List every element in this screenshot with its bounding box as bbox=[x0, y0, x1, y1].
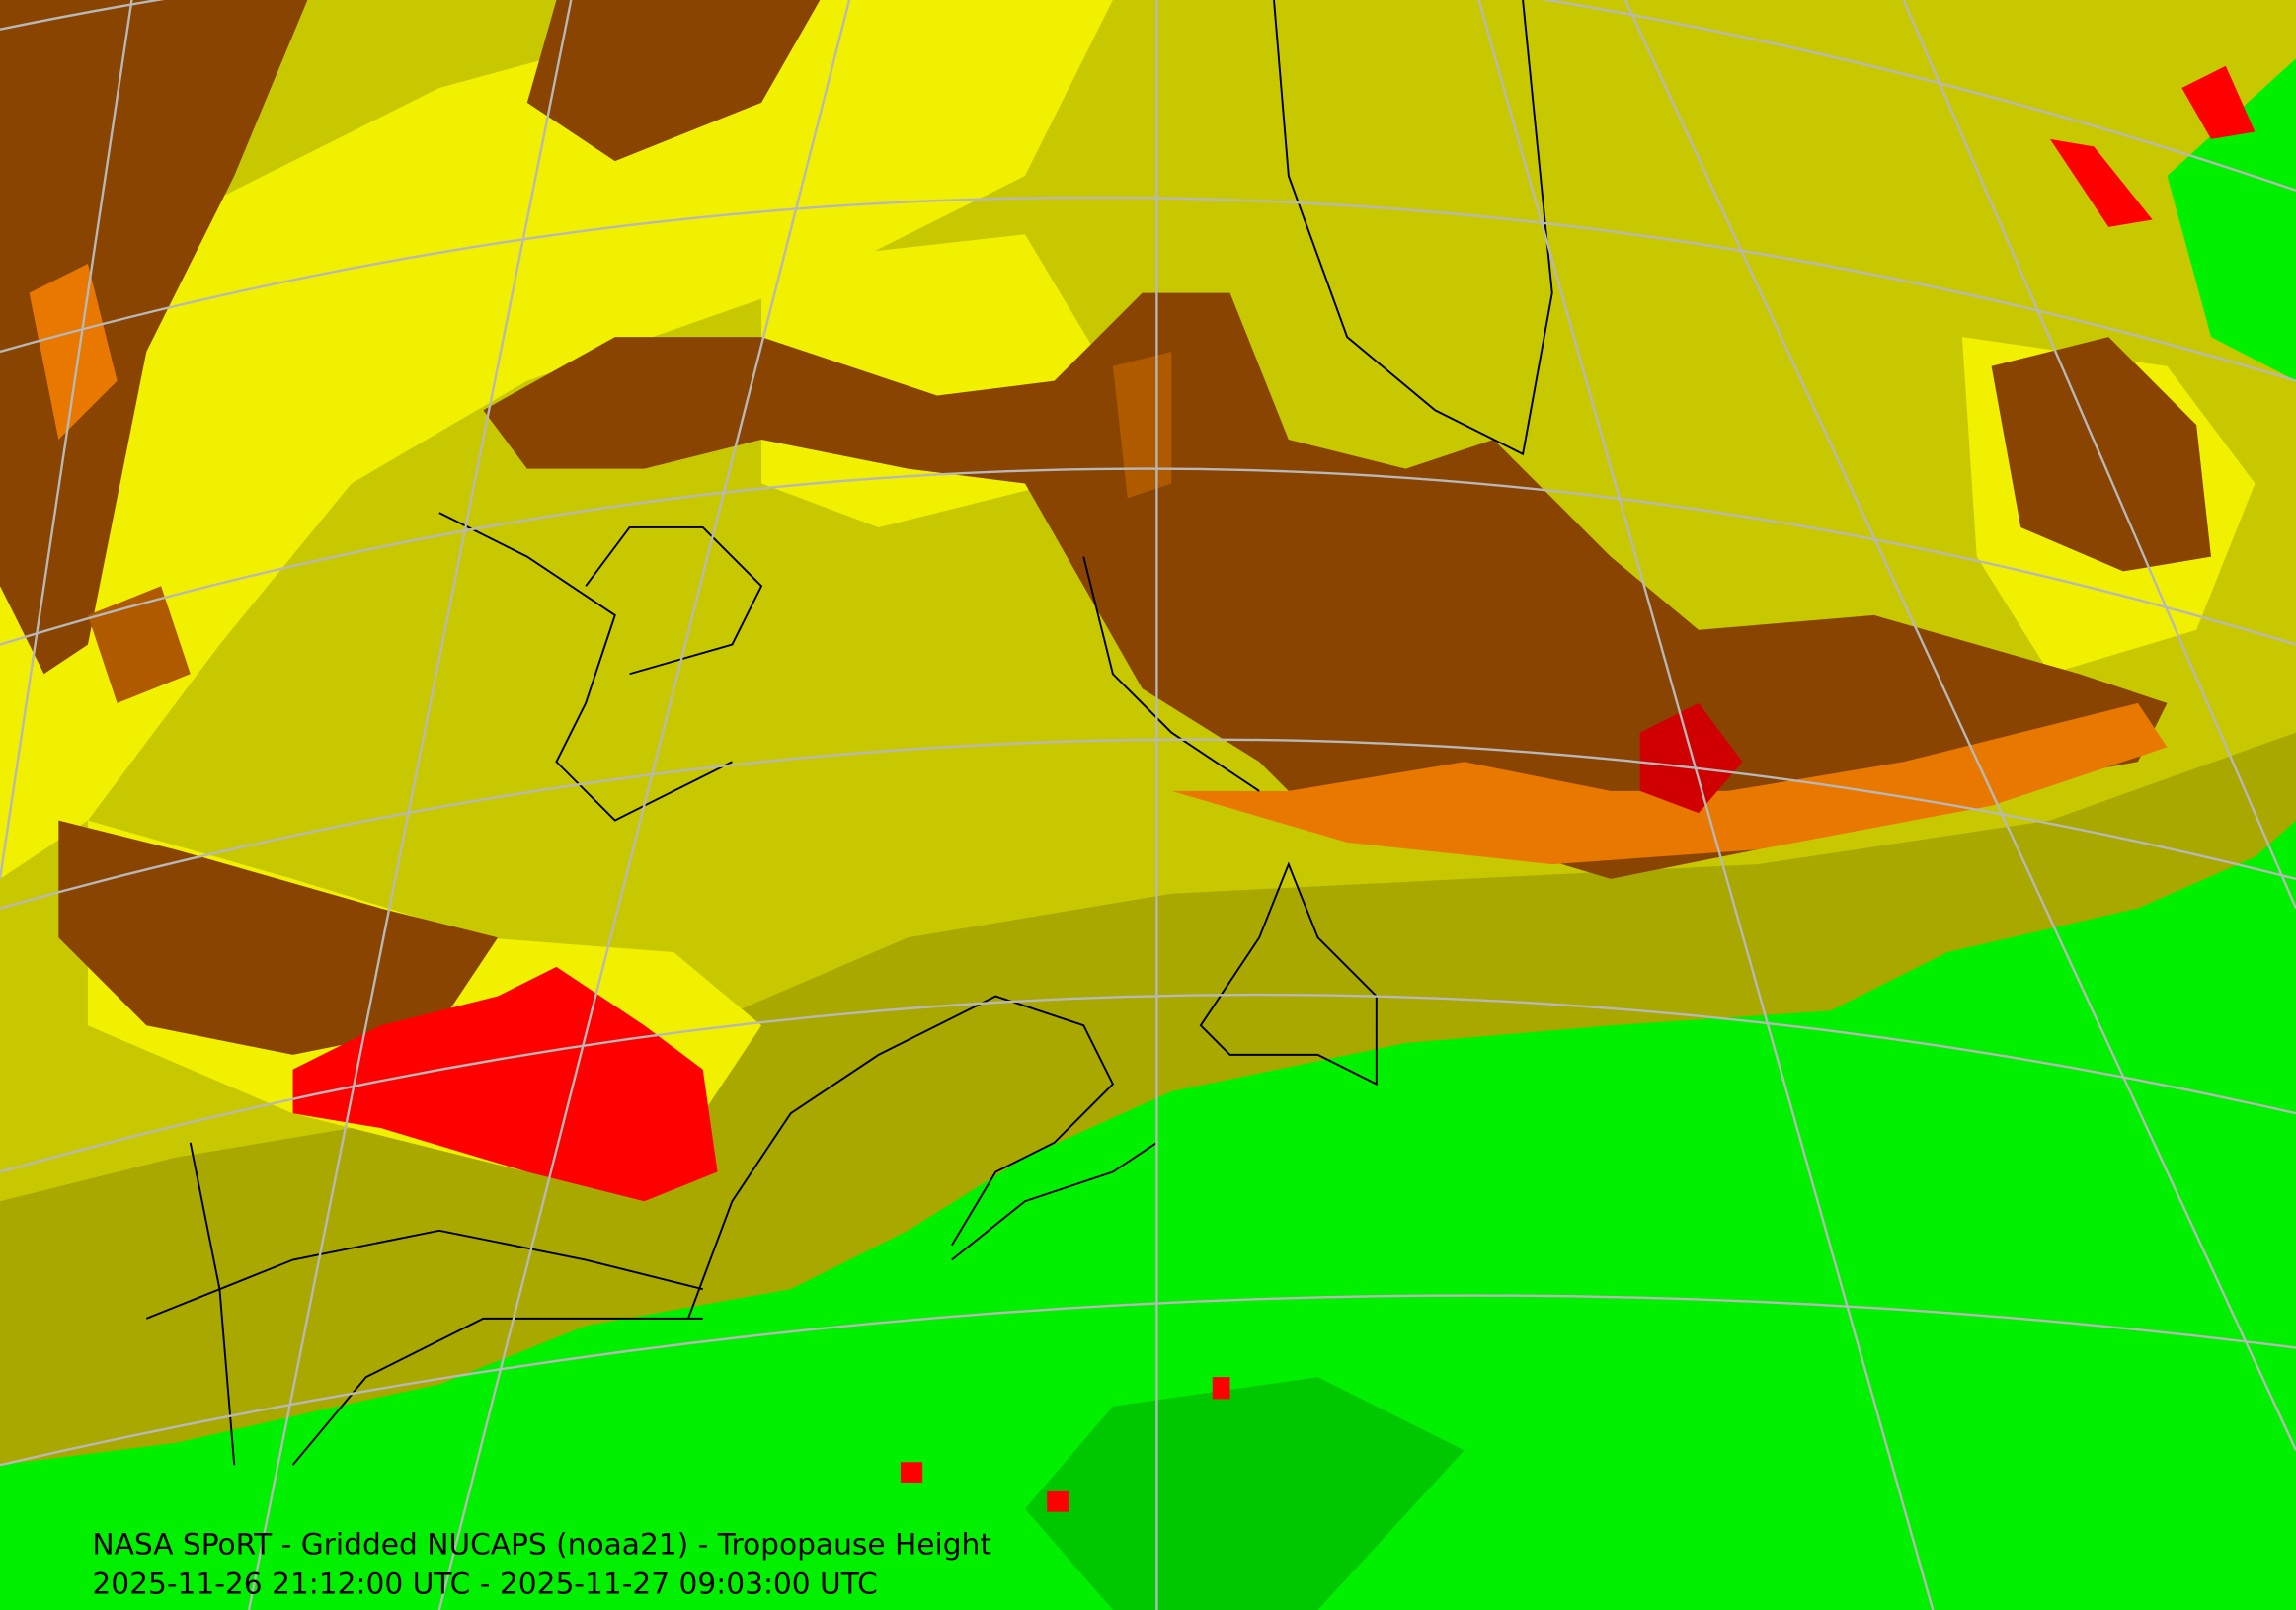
green-dark-patch bbox=[1024, 1377, 1465, 1610]
graticule-line bbox=[0, 1294, 2296, 1467]
green-region bbox=[0, 820, 2296, 1610]
red-patch bbox=[900, 1462, 923, 1483]
red-patch bbox=[1047, 1490, 1069, 1512]
graticule-line bbox=[0, 993, 2296, 1173]
coastline bbox=[291, 1317, 703, 1466]
red-ne bbox=[2181, 65, 2256, 139]
coastline bbox=[438, 512, 733, 822]
coastline bbox=[1082, 556, 1260, 792]
graticule-line bbox=[0, 467, 2296, 646]
coastline bbox=[687, 995, 1115, 1320]
red-patch bbox=[1212, 1377, 1230, 1400]
caption-title: NASA SPoRT - Gridded NUCAPS (noaa21) - T… bbox=[92, 1527, 991, 1562]
orange-nw bbox=[29, 263, 118, 440]
graticule-line bbox=[1477, 0, 1935, 1610]
red-band bbox=[1639, 702, 1743, 814]
brown-north bbox=[526, 0, 821, 162]
orange-band bbox=[1171, 702, 2168, 865]
caption-time-range: 2025-11-26 21:12:00 UTC - 2025-11-27 09:… bbox=[92, 1567, 877, 1601]
coastline bbox=[951, 1142, 1157, 1261]
brown-band bbox=[483, 292, 2168, 879]
coastline bbox=[145, 1229, 703, 1320]
graticule-line bbox=[0, 738, 2296, 910]
graticule-line bbox=[437, 0, 851, 1610]
graticule-line bbox=[0, 196, 2296, 382]
brown-ring bbox=[1991, 337, 2211, 572]
red-lakes bbox=[292, 966, 718, 1202]
graticule-line bbox=[0, 0, 133, 880]
orange-brown-nw bbox=[87, 586, 191, 703]
brown-west bbox=[0, 0, 308, 675]
green-ne bbox=[2167, 58, 2296, 381]
coastline bbox=[189, 1142, 236, 1466]
coastline bbox=[585, 525, 763, 676]
graticule-line bbox=[1902, 0, 2296, 910]
red-ne2 bbox=[2049, 138, 2153, 227]
yellow-nw bbox=[0, 0, 1113, 879]
graticule-line bbox=[1623, 0, 2296, 1451]
graticule-line bbox=[247, 0, 573, 1610]
graticule-line bbox=[0, 0, 2296, 192]
brown-lakes bbox=[58, 820, 499, 1055]
